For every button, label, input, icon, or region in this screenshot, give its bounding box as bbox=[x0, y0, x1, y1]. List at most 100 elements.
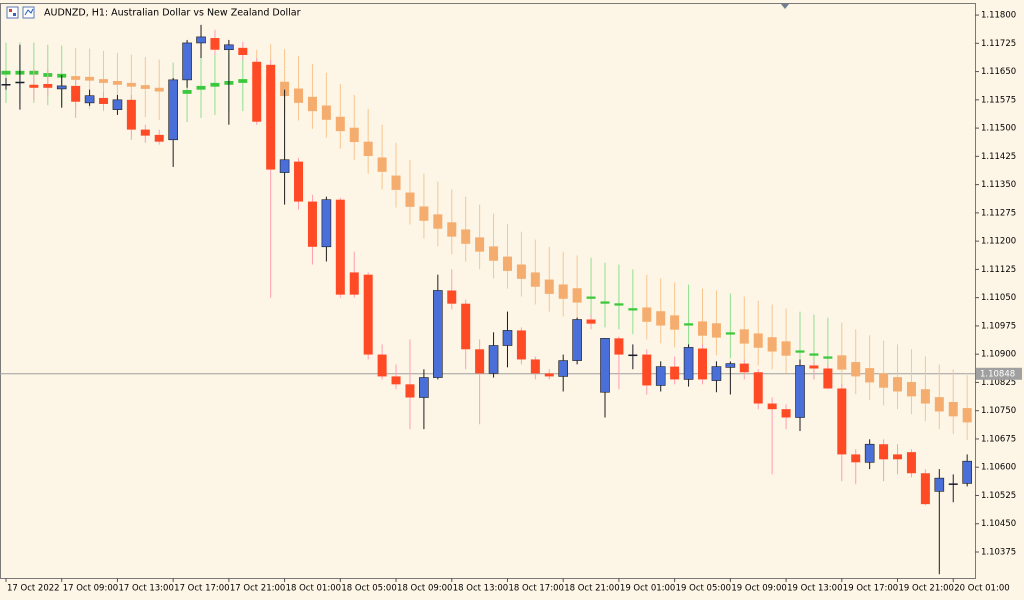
candle-body bbox=[558, 284, 568, 299]
x-tick-label: 18 Oct 09:00 bbox=[397, 584, 452, 594]
icon bbox=[24, 8, 34, 16]
candle-body bbox=[795, 350, 805, 353]
candle-body bbox=[419, 377, 429, 398]
candle-body bbox=[879, 444, 889, 460]
candle-body bbox=[642, 307, 652, 322]
candle-body bbox=[698, 321, 707, 336]
candle-body bbox=[84, 95, 95, 104]
candle-body bbox=[363, 274, 373, 355]
x-tick-label: 17 Oct 13:00 bbox=[118, 584, 173, 594]
candle-body bbox=[725, 363, 736, 368]
y-tick-label: 1.11575 bbox=[981, 95, 1016, 105]
x-tick-label: 17 Oct 2022 bbox=[7, 584, 60, 594]
candle-body bbox=[238, 79, 248, 83]
candle-body bbox=[698, 348, 707, 380]
x-tick-label: 19 Oct 01:00 bbox=[620, 584, 675, 594]
candle-body bbox=[294, 88, 304, 103]
candle-body bbox=[711, 366, 722, 381]
candle-body bbox=[99, 79, 109, 83]
candle-body bbox=[43, 84, 53, 88]
plot-frame bbox=[0, 3, 976, 579]
y-tick-label: 1.11500 bbox=[981, 124, 1016, 134]
candle-body bbox=[962, 460, 972, 484]
icon bbox=[9, 9, 12, 12]
candle-body bbox=[168, 79, 178, 141]
candle-body bbox=[864, 443, 875, 463]
candle-body bbox=[753, 333, 763, 348]
candle-body bbox=[475, 237, 485, 252]
candle-body bbox=[851, 454, 861, 463]
candle-body bbox=[377, 157, 387, 172]
candle-body bbox=[140, 85, 150, 89]
y-tick-label: 1.10450 bbox=[981, 519, 1016, 529]
candle-body bbox=[614, 338, 624, 355]
candle-body bbox=[920, 473, 930, 505]
candle-body bbox=[252, 61, 262, 122]
x-tick-label: 19 Oct 13:00 bbox=[787, 584, 842, 594]
candle-body bbox=[461, 303, 471, 350]
candle-body bbox=[781, 409, 791, 418]
candle-body bbox=[488, 345, 499, 374]
candle-body bbox=[823, 368, 833, 389]
candle-body bbox=[502, 256, 512, 271]
x-tick-label: 20 Oct 01:00 bbox=[954, 584, 1009, 594]
candle-body bbox=[419, 206, 429, 221]
candle-body bbox=[544, 279, 554, 294]
candle-body bbox=[614, 303, 624, 306]
candle-body bbox=[71, 76, 81, 80]
y-tick-label: 1.11650 bbox=[981, 67, 1016, 77]
candle-body bbox=[809, 365, 819, 369]
candle-body bbox=[321, 105, 331, 120]
candle-body bbox=[391, 376, 401, 385]
candle-body bbox=[530, 359, 540, 374]
y-tick-label: 1.10675 bbox=[981, 434, 1016, 444]
candle-body bbox=[335, 116, 345, 132]
candle-body bbox=[600, 338, 610, 393]
y-tick-label: 1.10525 bbox=[981, 491, 1016, 501]
y-tick-label: 1.11200 bbox=[981, 237, 1016, 247]
chart-title: AUDNZD, H1: Australian Dollar vs New Zea… bbox=[44, 8, 301, 19]
candle-body bbox=[502, 330, 513, 346]
candle-body bbox=[628, 308, 638, 311]
candle-body bbox=[906, 452, 916, 474]
candle-body bbox=[377, 354, 387, 377]
candle-body bbox=[795, 365, 805, 418]
candle-body bbox=[600, 301, 610, 304]
y-tick-label: 1.11275 bbox=[981, 208, 1016, 218]
candle-body bbox=[725, 332, 735, 335]
candle-body bbox=[670, 366, 680, 380]
candle-body bbox=[182, 42, 192, 81]
candle-body bbox=[739, 363, 749, 373]
x-tick-label: 18 Oct 21:00 bbox=[564, 584, 619, 594]
candle-body bbox=[196, 85, 206, 90]
candle-body bbox=[279, 159, 290, 173]
candle-body bbox=[572, 288, 582, 303]
candle-body bbox=[15, 81, 25, 84]
candle-body bbox=[544, 373, 554, 377]
y-tick-label: 1.11425 bbox=[981, 152, 1016, 162]
candle-body bbox=[85, 76, 95, 81]
y-tick-label: 1.11050 bbox=[981, 293, 1016, 303]
price-label: 1.10848 bbox=[980, 369, 1015, 379]
candle-body bbox=[879, 373, 889, 388]
candle-body bbox=[893, 454, 903, 460]
candle-body bbox=[29, 84, 39, 88]
candle-body bbox=[516, 264, 526, 279]
candle-body bbox=[642, 354, 652, 386]
candle-body bbox=[112, 99, 123, 110]
x-tick-label: 19 Oct 17:00 bbox=[843, 584, 898, 594]
candle-body bbox=[210, 38, 220, 50]
candle-body bbox=[126, 82, 136, 87]
candle-body bbox=[321, 199, 332, 248]
icon bbox=[6, 6, 19, 19]
candle-body bbox=[238, 47, 248, 55]
candle-body bbox=[516, 330, 526, 360]
candle-body bbox=[475, 349, 485, 374]
y-tick-label: 1.10750 bbox=[981, 406, 1016, 416]
candle-body bbox=[920, 389, 930, 404]
candle-body bbox=[670, 315, 680, 330]
candle-body bbox=[767, 337, 777, 352]
candle-body bbox=[809, 353, 819, 356]
scroll-marker bbox=[781, 4, 789, 9]
y-tick-label: 1.10825 bbox=[981, 378, 1016, 388]
